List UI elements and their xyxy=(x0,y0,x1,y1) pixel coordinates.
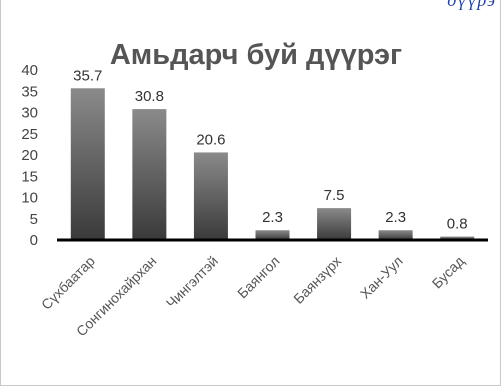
data-label: 30.8 xyxy=(135,88,164,105)
y-tick-label: 0 xyxy=(30,232,38,249)
bar xyxy=(132,109,167,240)
data-label: 2.3 xyxy=(262,209,283,226)
data-label: 2.3 xyxy=(385,209,406,226)
category-label: Чингэлтэй xyxy=(163,253,221,311)
bar xyxy=(317,208,352,240)
bar xyxy=(440,236,475,240)
category-label: Сүхбаатар xyxy=(38,253,98,313)
category-label: Баянгол xyxy=(234,253,283,302)
bar xyxy=(193,152,228,240)
y-tick-label: 25 xyxy=(21,126,38,143)
bars xyxy=(70,88,475,241)
y-tick-label: 30 xyxy=(21,105,38,122)
category-label: Баянзүрх xyxy=(290,253,344,307)
corner-text: дүүрэ xyxy=(447,0,496,10)
data-label: 7.5 xyxy=(324,187,345,204)
category-label: Хан-Уул xyxy=(357,253,406,302)
chart-title: Амьдарч буй дүүрэг xyxy=(110,39,402,71)
category-label: Бусад xyxy=(429,253,468,292)
data-label: 35.7 xyxy=(73,67,102,84)
y-tick-label: 35 xyxy=(21,83,38,100)
bar xyxy=(378,230,413,240)
data-label: 0.8 xyxy=(447,216,468,233)
y-tick-label: 10 xyxy=(21,190,38,207)
data-label: 20.6 xyxy=(196,131,225,148)
y-axis-ticks: 0 5 10 15 20 25 30 35 40 xyxy=(21,62,38,249)
bar xyxy=(255,230,290,240)
y-tick-label: 5 xyxy=(30,211,38,228)
y-tick-label: 40 xyxy=(21,62,38,79)
bar xyxy=(70,88,105,241)
y-tick-label: 20 xyxy=(21,147,38,164)
data-labels: 35.7 30.8 20.6 2.3 7.5 2.3 0.8 xyxy=(73,67,467,232)
y-tick-label: 15 xyxy=(21,168,38,185)
